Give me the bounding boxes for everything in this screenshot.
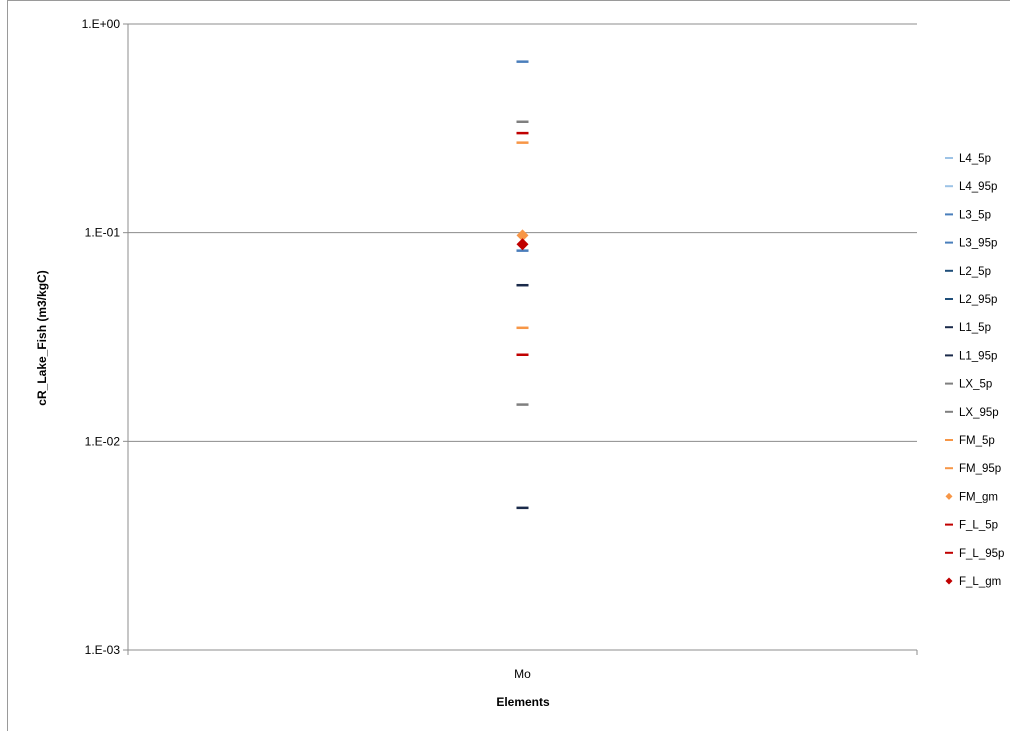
chart-frame bbox=[7, 0, 1010, 731]
legend-label: FM_gm bbox=[959, 491, 998, 503]
y-axis-title: cR_Lake_Fish (m3/kgC) bbox=[35, 270, 49, 405]
y-tick-label: 1.E-02 bbox=[85, 434, 121, 448]
y-tick-label: 1.E-01 bbox=[85, 226, 121, 240]
legend-item: L2_95p bbox=[945, 294, 997, 306]
legend-label: LX_95p bbox=[959, 407, 999, 419]
legend-label: L1_95p bbox=[959, 350, 997, 362]
legend-swatch bbox=[945, 577, 953, 585]
legend-item: FM_95p bbox=[945, 463, 1001, 475]
legend-label: L3_95p bbox=[959, 238, 997, 250]
axes bbox=[123, 23, 918, 655]
legend: L4_5p L4_95p L3_5p L3_95p L2_5p L2_95p L1_5p L1… bbox=[945, 153, 1004, 588]
legend-label: F_L_5p bbox=[959, 520, 998, 532]
legend-item: F_L_95p bbox=[945, 548, 1004, 560]
legend-label: F_L_gm bbox=[959, 576, 1001, 588]
legend-label: L1_5p bbox=[959, 322, 991, 334]
legend-item: LX_5p bbox=[945, 379, 992, 391]
legend-label: L3_5p bbox=[959, 209, 991, 221]
legend-item: L1_5p bbox=[945, 322, 991, 334]
point-F_L_gm bbox=[516, 238, 529, 251]
legend-label: FM_5p bbox=[959, 435, 995, 447]
legend-item: L3_5p bbox=[945, 209, 991, 221]
legend-item: FM_5p bbox=[945, 435, 995, 447]
x-axis-title: Elements bbox=[496, 695, 550, 709]
legend-item: L4_95p bbox=[945, 181, 997, 193]
legend-label: FM_95p bbox=[959, 463, 1001, 475]
legend-item: F_L_5p bbox=[945, 520, 998, 532]
data-marks bbox=[516, 60, 529, 510]
x-tick-label: Mo bbox=[514, 667, 531, 681]
legend-item: LX_95p bbox=[945, 407, 999, 419]
legend-item: F_L_gm bbox=[945, 576, 1001, 588]
legend-item: L1_95p bbox=[945, 350, 997, 362]
y-tick-label: 1.E+00 bbox=[82, 17, 121, 31]
legend-label: L4_5p bbox=[959, 153, 991, 165]
point-FM_gm bbox=[516, 229, 529, 242]
legend-swatch bbox=[945, 492, 953, 500]
legend-label: F_L_95p bbox=[959, 548, 1004, 560]
legend-item: L4_5p bbox=[945, 153, 991, 165]
legend-label: L2_95p bbox=[959, 294, 997, 306]
legend-item: L3_95p bbox=[945, 238, 997, 250]
tick-labels: 1.E+00 1.E-01 1.E-02 1.E-03 Mo bbox=[82, 17, 532, 681]
legend-label: L2_5p bbox=[959, 266, 991, 278]
legend-item: FM_gm bbox=[945, 491, 998, 503]
legend-label: L4_95p bbox=[959, 181, 997, 193]
legend-item: L2_5p bbox=[945, 266, 991, 278]
legend-label: LX_5p bbox=[959, 379, 992, 391]
y-tick-label: 1.E-03 bbox=[85, 643, 121, 657]
